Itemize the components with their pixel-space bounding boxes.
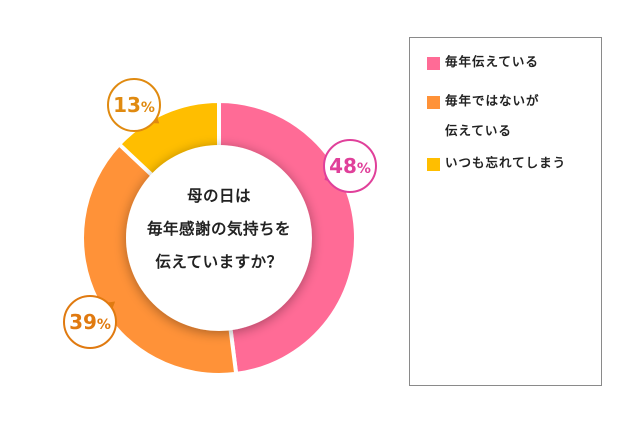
legend-item-always-forget: いつも忘れてしまう [427,155,566,178]
percentage-bubble-2: 13% [107,78,161,132]
legend-label: 毎年ではないが 伝えている [445,93,540,138]
center-line-3: 伝えていますか？ [155,253,283,271]
center-line-2: 毎年感謝の気持ちを [146,220,291,238]
legend: 毎年伝えている 毎年ではないが 伝えている いつも忘れてしまう [409,37,602,386]
chart-center-question: 母の日は 毎年感謝の気持ちを 伝えていますか？ [126,180,312,279]
percentage-label: 48% [329,154,371,178]
percentage-bubble-1: 39% [63,295,117,349]
legend-swatch-yellow [427,158,440,171]
percentage-bubble-0: 48% [323,139,377,193]
percentage-label: 13% [113,93,155,117]
legend-label: 毎年伝えている [445,54,539,69]
legend-item-every-year: 毎年伝えている [427,54,539,77]
percentage-label: 39% [69,310,111,334]
legend-item-not-every-year: 毎年ではないが 伝えている [427,93,540,146]
donut-hole [126,145,312,331]
legend-swatch-pink [427,57,440,70]
legend-swatch-orange [427,96,440,109]
percentage-bubbles: 48% 39% 13% [63,78,377,349]
legend-label: いつも忘れてしまう [445,155,567,170]
center-line-1: 母の日は [186,187,251,205]
